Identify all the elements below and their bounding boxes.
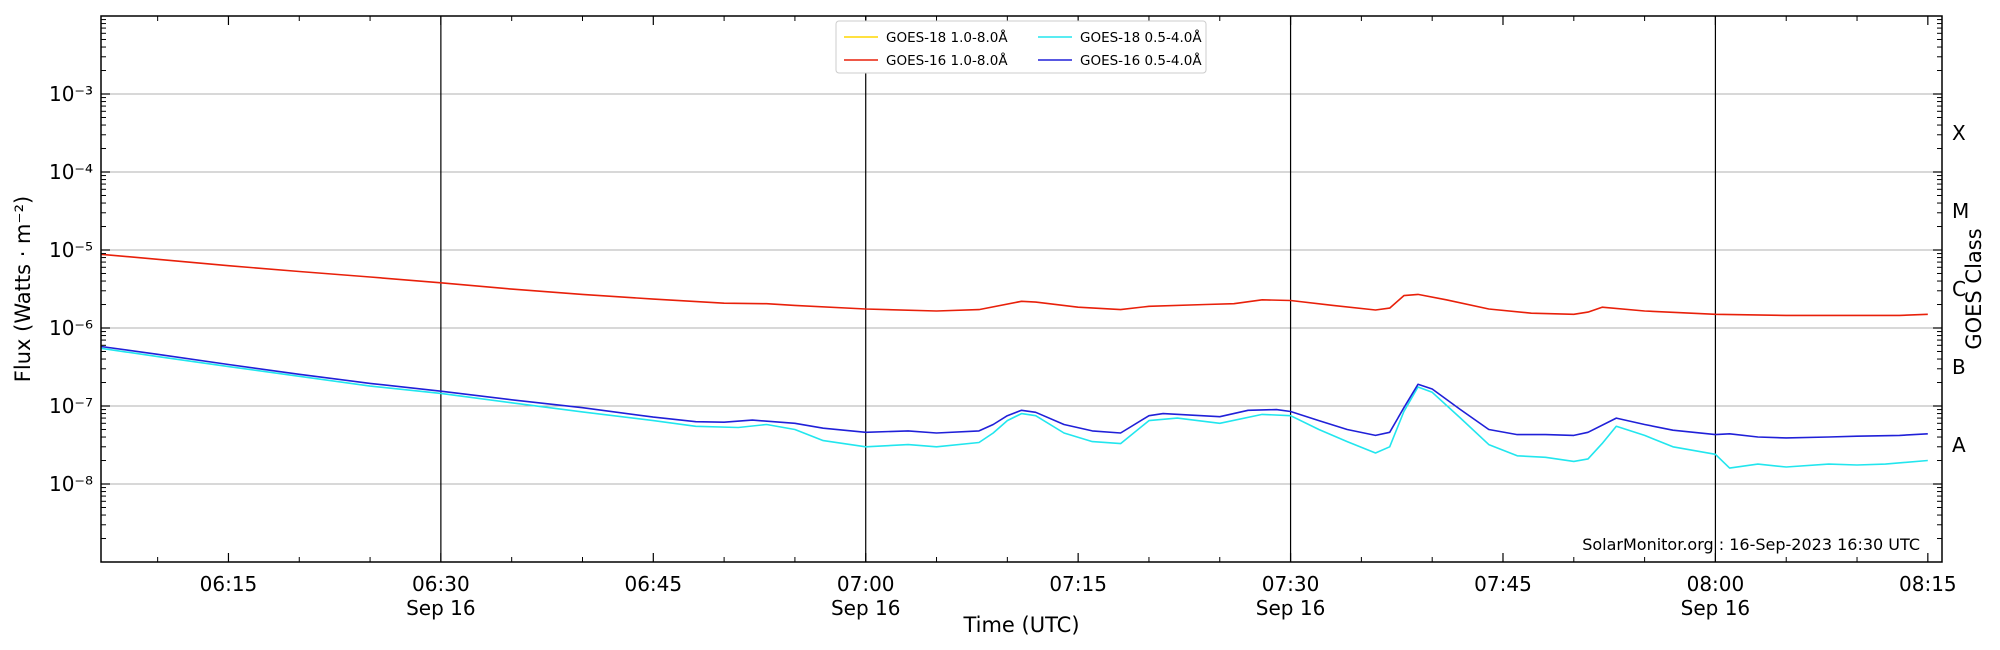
x-tick-sublabel: Sep 16: [1256, 596, 1326, 620]
x-tick-label: 07:30: [1262, 572, 1320, 596]
goes-class-axis-title: GOES Class: [1962, 228, 1986, 349]
x-tick-sublabel: Sep 16: [406, 596, 476, 620]
x-tick-sublabel: Sep 16: [831, 596, 901, 620]
goes-class-labels: A B C M X: [1952, 121, 1969, 457]
x-tick-label: 08:00: [1687, 572, 1745, 596]
day-marker-lines: [440, 16, 1717, 562]
x-tick-label: 06:15: [200, 572, 258, 596]
x-tick-label: 07:45: [1474, 572, 1532, 596]
series-line-3: [100, 347, 1928, 469]
x-axis-title: Time (UTC): [962, 613, 1079, 637]
y-tick-label: 10⁻⁶: [49, 316, 93, 340]
y-axis-title: Flux (Watts · m⁻²): [11, 196, 35, 382]
axis-ticks: [101, 16, 1942, 562]
legend-entry: GOES-18 1.0-8.0Å: [886, 29, 1008, 46]
x-tick-label: 06:30: [412, 572, 470, 596]
goes-class-label: A: [1952, 433, 1966, 457]
goes-class-label: C: [1952, 277, 1966, 301]
goes-class-label: M: [1952, 199, 1969, 223]
goes-class-label: X: [1952, 121, 1966, 145]
horizontal-grid: [101, 93, 1942, 485]
flux-series: [100, 253, 1928, 469]
legend: GOES-18 1.0-8.0Å GOES-16 1.0-8.0Å GOES-18 …: [835, 20, 1207, 74]
legend-box: [835, 20, 1207, 74]
y-tick-label: 10⁻³: [49, 82, 93, 106]
y-tick-label: 10⁻⁴: [49, 160, 93, 184]
x-tick-label: 08:15: [1899, 572, 1957, 596]
x-tick-label: 07:15: [1049, 572, 1107, 596]
series-line-4: [100, 345, 1928, 439]
y-tick-label: 10⁻⁷: [49, 394, 93, 418]
legend-entry: GOES-18 0.5-4.0Å: [1080, 29, 1202, 46]
legend-entry: GOES-16 0.5-4.0Å: [1080, 52, 1202, 69]
plot-frame: [100, 15, 1943, 563]
y-tick-label: 10⁻⁵: [49, 238, 93, 262]
x-tick-sublabel: Sep 16: [1681, 596, 1751, 620]
series-line-2: [100, 253, 1928, 317]
credit-annotation: SolarMonitor.org : 16-Sep-2023 16:30 UTC: [1582, 535, 1920, 554]
x-tick-label: 07:00: [837, 572, 895, 596]
legend-entry: GOES-16 1.0-8.0Å: [886, 52, 1008, 69]
x-tick-label: 06:45: [624, 572, 682, 596]
goes-class-label: B: [1952, 355, 1966, 379]
y-tick-label: 10⁻⁸: [49, 472, 93, 496]
